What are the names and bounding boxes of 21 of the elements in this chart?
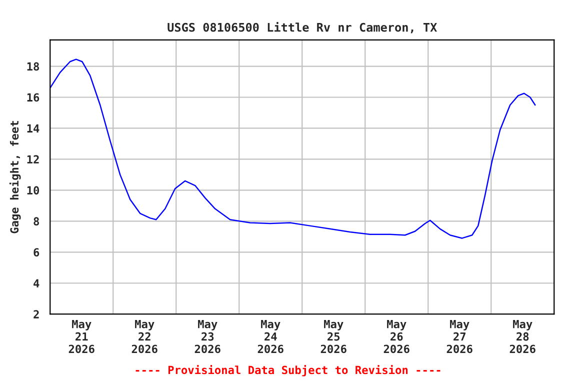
y-tick-label: 10: [27, 186, 40, 195]
y-tick-label: 2: [34, 310, 39, 318]
text: ---- Provisional Data Subject to Revision ----: [136, 364, 440, 376]
y-tick-label: 8: [34, 217, 39, 226]
x-tick-label: May 24 2026: [258, 320, 284, 354]
line-series: [50, 58, 536, 239]
x-tick-label: May 21 2026: [68, 320, 94, 354]
chart-title: USGS 08106500 Little Rv nr Cameron, TX: [168, 22, 438, 34]
y-tick-label: 4: [34, 279, 40, 288]
y-tick-label: 16: [27, 93, 40, 102]
y-tick-label: 18: [27, 62, 39, 71]
x-tick-label: May 28 2026: [510, 320, 536, 354]
x-tick-label: May 26 2026: [384, 320, 410, 354]
y-tick-label: 14: [27, 124, 40, 132]
x-tick-label: May 23 2026: [194, 320, 220, 354]
y-axis-title: Gage height, feet: [9, 121, 21, 234]
y-tick-label: 12: [27, 155, 39, 164]
x-tick-label: May 25 2026: [320, 320, 346, 354]
x-tick-label: May 27 2026: [446, 320, 472, 354]
y-tick-label: 6: [34, 248, 40, 257]
x-tick-label: May 22 2026: [132, 320, 158, 354]
